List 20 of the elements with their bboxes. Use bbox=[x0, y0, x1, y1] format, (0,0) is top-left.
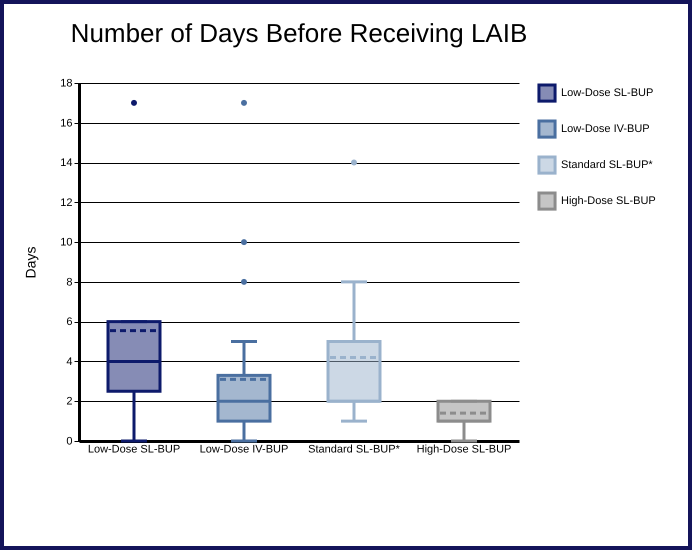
y-tick-label: 2 bbox=[66, 396, 72, 408]
chart-title: Number of Days Before Receiving LAIB bbox=[70, 18, 528, 48]
x-tick-label: Standard SL-BUP* bbox=[308, 444, 401, 456]
y-tick-label: 6 bbox=[66, 316, 72, 328]
y-tick-label: 0 bbox=[66, 436, 72, 448]
y-axis-title: Days bbox=[22, 246, 38, 278]
x-tick-label: Low-Dose IV-BUP bbox=[200, 444, 288, 456]
y-tick-label: 16 bbox=[60, 117, 72, 130]
x-tick-label: Low-Dose SL-BUP bbox=[88, 444, 180, 456]
y-tick-label: 18 bbox=[60, 78, 72, 90]
legend-label: High-Dose SL-BUP bbox=[561, 195, 656, 207]
x-tick-label: High-Dose SL-BUP bbox=[416, 444, 512, 456]
y-tick-label: 4 bbox=[66, 356, 72, 368]
legend-label: Low-Dose SL-BUP bbox=[561, 87, 654, 99]
y-tick-label: 8 bbox=[66, 276, 72, 288]
legend-label: Standard SL-BUP* bbox=[561, 159, 654, 171]
y-tick-label: 12 bbox=[60, 196, 72, 209]
y-tick-label: 10 bbox=[60, 236, 72, 249]
y-tick-label: 14 bbox=[60, 157, 72, 170]
legend-label: Low-Dose IV-BUP bbox=[561, 123, 650, 135]
